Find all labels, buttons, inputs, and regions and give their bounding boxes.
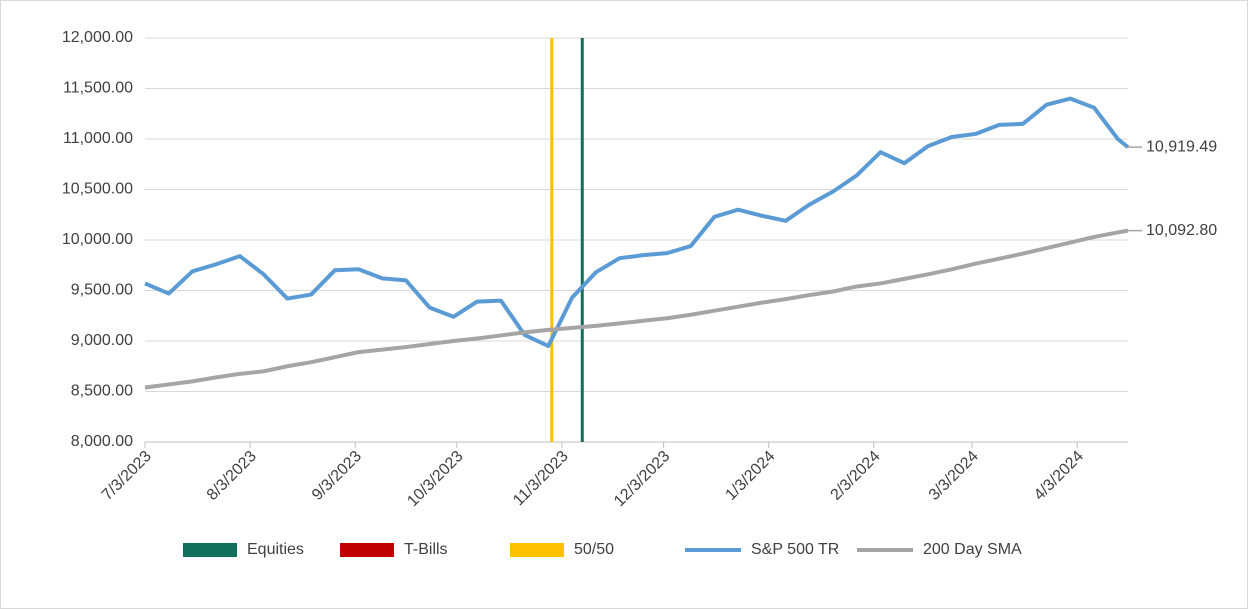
y-tick-label: 11,500.00 <box>63 80 133 97</box>
y-tick-label: 9,000.00 <box>71 332 133 349</box>
y-tick-label: 11,000.00 <box>63 130 133 147</box>
data-label: 10,092.80 <box>1146 222 1217 239</box>
legend-label: T-Bills <box>404 541 448 558</box>
y-tick-label: 9,500.00 <box>71 282 133 299</box>
legend-label: 200 Day SMA <box>923 541 1022 558</box>
legend-swatch <box>340 543 394 557</box>
legend-label: S&P 500 TR <box>751 541 839 558</box>
legend-label: 50/50 <box>574 541 614 558</box>
series-line <box>144 228 1129 390</box>
series-line <box>144 96 1130 349</box>
y-tick-label: 8,000.00 <box>71 433 133 450</box>
y-tick-label: 10,000.00 <box>62 231 133 248</box>
signal-bar <box>580 38 584 442</box>
legend-label: Equities <box>247 541 304 558</box>
y-tick-label: 12,000.00 <box>62 29 133 46</box>
signal-bar <box>550 38 554 442</box>
data-label: 10,919.49 <box>1146 138 1217 155</box>
y-tick-label: 10,500.00 <box>62 181 133 198</box>
legend-swatch <box>183 543 237 557</box>
legend-swatch <box>510 543 564 557</box>
y-tick-label: 8,500.00 <box>71 383 133 400</box>
